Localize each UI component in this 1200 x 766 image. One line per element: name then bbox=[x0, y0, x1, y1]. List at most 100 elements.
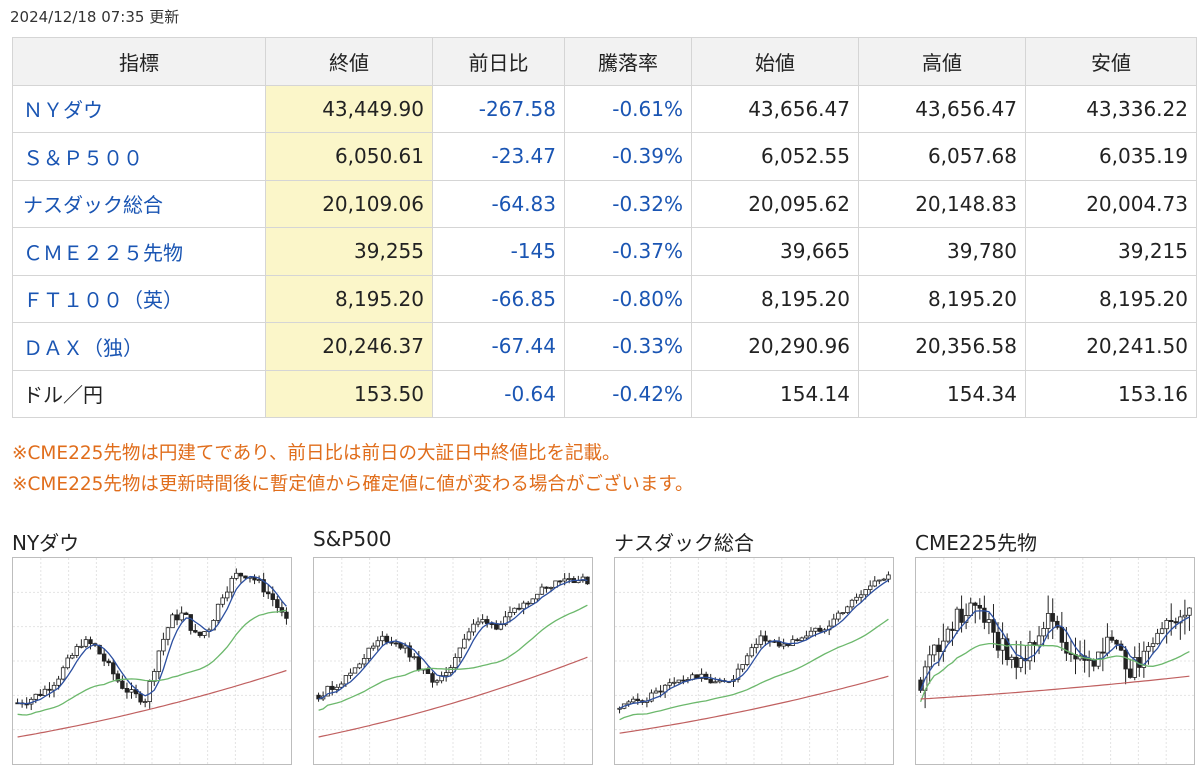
low-value: 153.16 bbox=[1025, 369, 1197, 418]
index-link-nasdaq[interactable]: ナスダック総合 bbox=[12, 179, 266, 228]
candle-body bbox=[202, 631, 207, 636]
candle-body bbox=[220, 597, 225, 605]
candle-body bbox=[758, 635, 764, 645]
candle-body bbox=[1050, 613, 1055, 622]
candle-body bbox=[676, 679, 682, 683]
header-open: 始値 bbox=[691, 37, 859, 86]
ma-short-line bbox=[318, 578, 588, 700]
candle-body bbox=[986, 619, 992, 623]
ma-mid-line bbox=[619, 618, 889, 721]
candle-body bbox=[1141, 650, 1147, 668]
table-row: ドル／円 153.50 -0.64 -0.42% 154.14 154.34 1… bbox=[12, 369, 1197, 418]
candle-body bbox=[152, 671, 157, 682]
open-value: 20,290.96 bbox=[691, 322, 859, 371]
chart-cme225[interactable] bbox=[915, 557, 1195, 765]
high-value: 154.34 bbox=[858, 369, 1026, 418]
candle-body bbox=[973, 602, 978, 606]
candle-body bbox=[489, 623, 494, 625]
index-name-usdjpy: ドル／円 bbox=[12, 369, 266, 418]
open-value: 154.14 bbox=[691, 369, 859, 418]
ma-short-line bbox=[919, 610, 1190, 691]
open-value: 39,665 bbox=[691, 227, 859, 276]
candle-body bbox=[667, 682, 672, 686]
candle-body bbox=[407, 645, 412, 658]
candle-body bbox=[170, 614, 175, 629]
candle-body bbox=[877, 579, 882, 582]
candle-body bbox=[56, 678, 61, 686]
index-link-cme225[interactable]: ＣＭＥ２２５先物 bbox=[12, 227, 266, 276]
candle-body bbox=[521, 602, 526, 610]
candle-body bbox=[183, 612, 189, 615]
chart-title-cme225: CME225先物 bbox=[915, 531, 1038, 555]
candle-body bbox=[886, 574, 891, 580]
candlestick-chart bbox=[13, 558, 291, 764]
note-line: ※CME225先物は更新時間後に暫定値から確定値に値が変わる場合がございます。 bbox=[12, 474, 694, 495]
header-high: 高値 bbox=[858, 37, 1026, 86]
index-link-nydow[interactable]: ＮＹダウ bbox=[12, 84, 266, 133]
candle-body bbox=[380, 635, 385, 642]
table-row: ナスダック総合 20,109.06 -64.83 -0.32% 20,095.6… bbox=[12, 179, 1197, 228]
candle-body bbox=[1123, 649, 1128, 670]
change-value: -64.83 bbox=[432, 179, 565, 228]
candle-body bbox=[808, 630, 814, 637]
candle-body bbox=[516, 607, 522, 610]
pct-value: -0.33% bbox=[564, 322, 692, 371]
candle-body bbox=[699, 673, 704, 679]
candle-body bbox=[954, 608, 960, 631]
index-link-dax[interactable]: ＤＡＸ（独） bbox=[12, 322, 266, 371]
candle-body bbox=[275, 599, 280, 608]
candle-body bbox=[836, 612, 841, 620]
candle-body bbox=[713, 681, 718, 684]
candle-body bbox=[88, 639, 93, 645]
ma-mid-line bbox=[17, 609, 287, 716]
high-value: 39,780 bbox=[858, 227, 1026, 276]
candle-body bbox=[1004, 638, 1010, 660]
candle-body bbox=[475, 621, 481, 625]
candle-body bbox=[717, 680, 723, 683]
last-updated: 2024/12/18 07:35 更新 bbox=[10, 8, 180, 26]
candle-body bbox=[1009, 656, 1014, 660]
candle-body bbox=[74, 646, 80, 656]
candle-body bbox=[261, 579, 266, 593]
low-value: 8,195.20 bbox=[1025, 274, 1197, 323]
candle-body bbox=[120, 680, 125, 689]
candle-body bbox=[932, 644, 937, 656]
candle-body bbox=[995, 631, 1001, 651]
pct-value: -0.39% bbox=[564, 132, 692, 181]
candle-body bbox=[1027, 642, 1033, 662]
candle-body bbox=[124, 688, 130, 693]
index-link-ft100[interactable]: ＦＴ１００（英） bbox=[12, 274, 266, 323]
candle-body bbox=[858, 594, 864, 598]
candle-body bbox=[266, 591, 271, 595]
candle-body bbox=[1132, 657, 1137, 678]
candle-body bbox=[1105, 636, 1110, 654]
chart-title-sp500: S&P500 bbox=[313, 527, 392, 551]
ma-short-line bbox=[17, 575, 287, 705]
candle-body bbox=[1118, 643, 1124, 651]
candle-body bbox=[740, 664, 745, 670]
candle-body bbox=[1036, 635, 1042, 646]
candle-body bbox=[795, 639, 800, 642]
candle-body bbox=[238, 572, 244, 577]
candle-body bbox=[193, 630, 198, 633]
chart-sp500[interactable] bbox=[313, 557, 593, 765]
pct-value: -0.37% bbox=[564, 227, 692, 276]
candle-body bbox=[83, 639, 89, 647]
chart-nydow[interactable] bbox=[12, 557, 292, 765]
candle-body bbox=[580, 576, 586, 582]
candle-body bbox=[1127, 668, 1133, 678]
candle-body bbox=[658, 690, 663, 693]
index-link-sp500[interactable]: Ｓ＆Ｐ５００ bbox=[12, 132, 266, 181]
candle-body bbox=[60, 667, 66, 680]
candle-body bbox=[507, 612, 513, 618]
chart-nasdaq[interactable] bbox=[614, 557, 894, 765]
ma-mid-line bbox=[318, 604, 588, 711]
low-value: 20,004.73 bbox=[1025, 179, 1197, 228]
candle-body bbox=[101, 653, 107, 662]
ma-long-line bbox=[17, 669, 287, 738]
candle-body bbox=[845, 606, 850, 613]
candle-body bbox=[945, 628, 951, 642]
candle-body bbox=[33, 693, 38, 700]
candle-body bbox=[188, 614, 193, 631]
candle-body bbox=[735, 668, 741, 680]
